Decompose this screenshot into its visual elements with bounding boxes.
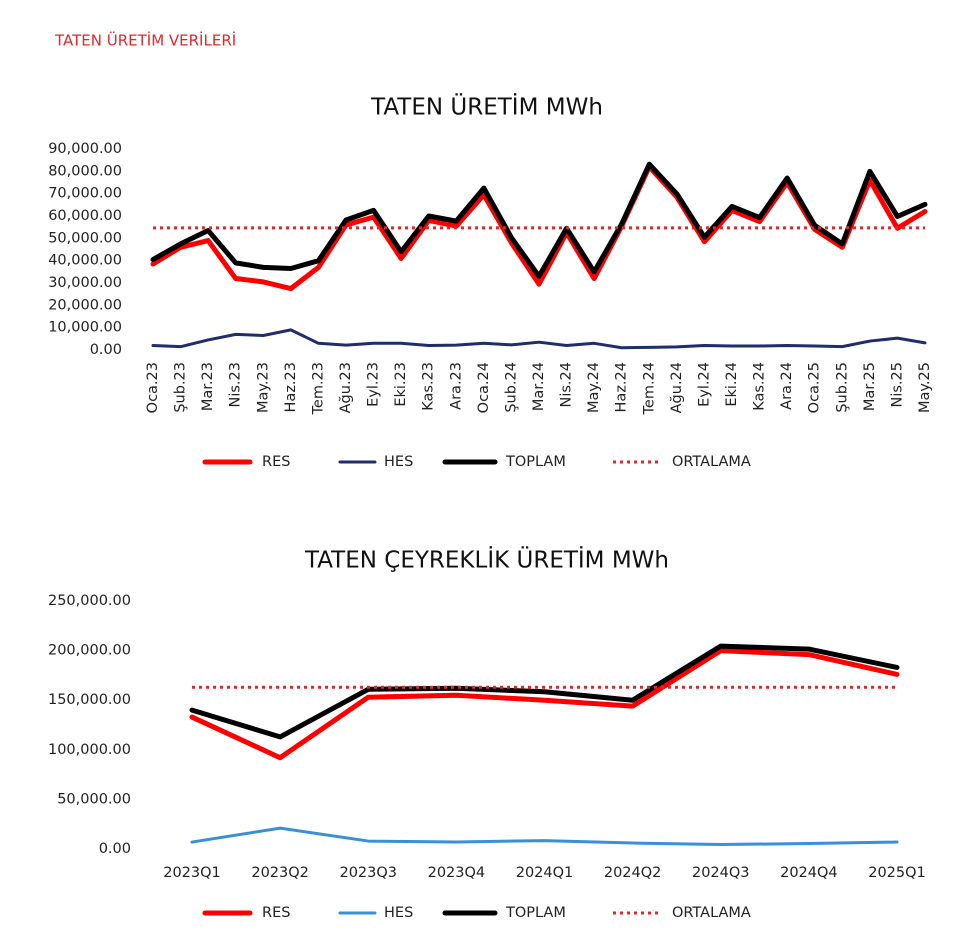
x-tick-label: Eyl.24	[696, 362, 712, 407]
y-tick-label: 60,000.00	[48, 208, 122, 224]
x-tick-label: 2023Q1	[163, 865, 221, 881]
x-tick-label: Eki.24	[724, 362, 740, 407]
x-tick-label: May.23	[255, 362, 271, 413]
legend-label: ORTALAMA	[672, 905, 751, 921]
x-tick-label: May.25	[917, 362, 933, 413]
x-tick-label: 2024Q3	[692, 865, 750, 881]
legend-label: HES	[384, 905, 413, 921]
y-tick-label: 250,000.00	[48, 593, 131, 609]
y-tick-label: 200,000.00	[48, 643, 131, 659]
x-tick-label: 2024Q2	[604, 865, 662, 881]
legend-label: RES	[262, 905, 290, 921]
x-tick-label: Oca.23	[145, 362, 161, 413]
legend-label: ORTALAMA	[672, 454, 751, 470]
y-tick-label: 0.00	[99, 841, 131, 857]
x-tick-label: Nis.23	[228, 362, 244, 408]
series-line	[190, 826, 899, 847]
x-tick-label: Mar.24	[531, 362, 547, 411]
x-tick-label: Nis.25	[889, 362, 905, 408]
y-tick-label: 80,000.00	[48, 163, 122, 179]
y-tick-label: 100,000.00	[48, 742, 131, 758]
legend-label: RES	[262, 454, 290, 470]
x-tick-label: Tem.23	[310, 362, 326, 416]
x-tick-label: Eki.23	[393, 362, 409, 407]
legend-label: TOPLAM	[505, 905, 566, 921]
y-tick-label: 50,000.00	[57, 791, 131, 807]
x-tick-label: Ara.23	[448, 362, 464, 410]
x-tick-label: Mar.23	[200, 362, 216, 411]
x-tick-label: 2023Q3	[339, 865, 397, 881]
x-tick-label: 2025Q1	[868, 865, 926, 881]
x-tick-label: Oca.24	[476, 362, 492, 413]
page-title: TATEN ÜRETİM VERİLERİ	[54, 31, 236, 50]
x-tick-label: 2023Q4	[428, 865, 486, 881]
x-tick-label: 2023Q2	[251, 865, 309, 881]
y-tick-label: 70,000.00	[48, 186, 122, 202]
x-tick-label: Nis.24	[559, 362, 575, 408]
x-tick-label: 2024Q4	[780, 865, 838, 881]
x-tick-label: Haz.23	[283, 362, 299, 412]
chart-title: TATEN ÇEYREKLİK ÜRETİM MWh	[304, 546, 669, 574]
x-tick-label: Şub.24	[503, 362, 519, 413]
y-tick-label: 40,000.00	[48, 253, 122, 269]
x-tick-label: Oca.25	[807, 362, 823, 413]
y-tick-label: 20,000.00	[48, 297, 122, 313]
legend-label: TOPLAM	[505, 454, 566, 470]
x-tick-label: Mar.25	[862, 362, 878, 411]
y-tick-label: 10,000.00	[48, 320, 122, 336]
x-tick-label: 2024Q1	[516, 865, 574, 881]
x-tick-label: Kas.23	[421, 362, 437, 411]
y-tick-label: 90,000.00	[48, 141, 122, 157]
x-tick-label: Şub.23	[173, 362, 189, 413]
x-tick-label: Haz.24	[614, 362, 630, 412]
x-tick-label: Ağu.24	[669, 362, 685, 413]
series-line	[151, 328, 927, 350]
x-tick-label: May.24	[586, 362, 602, 413]
x-tick-label: Kas.24	[752, 362, 768, 411]
y-tick-label: 50,000.00	[48, 230, 122, 246]
series-line	[150, 161, 928, 279]
series-line	[189, 643, 900, 740]
y-tick-label: 150,000.00	[48, 692, 131, 708]
legend-label: HES	[384, 454, 413, 470]
y-tick-label: 30,000.00	[48, 275, 122, 291]
x-tick-label: Ağu.23	[338, 362, 354, 413]
y-tick-label: 0.00	[90, 342, 122, 358]
chart-title: TATEN ÜRETİM MWh	[370, 93, 603, 121]
x-tick-label: Tem.24	[641, 362, 657, 416]
series-line	[189, 648, 900, 761]
x-tick-label: Şub.25	[834, 362, 850, 413]
x-tick-label: Ara.24	[779, 362, 795, 410]
x-tick-label: Eyl.23	[366, 362, 382, 407]
